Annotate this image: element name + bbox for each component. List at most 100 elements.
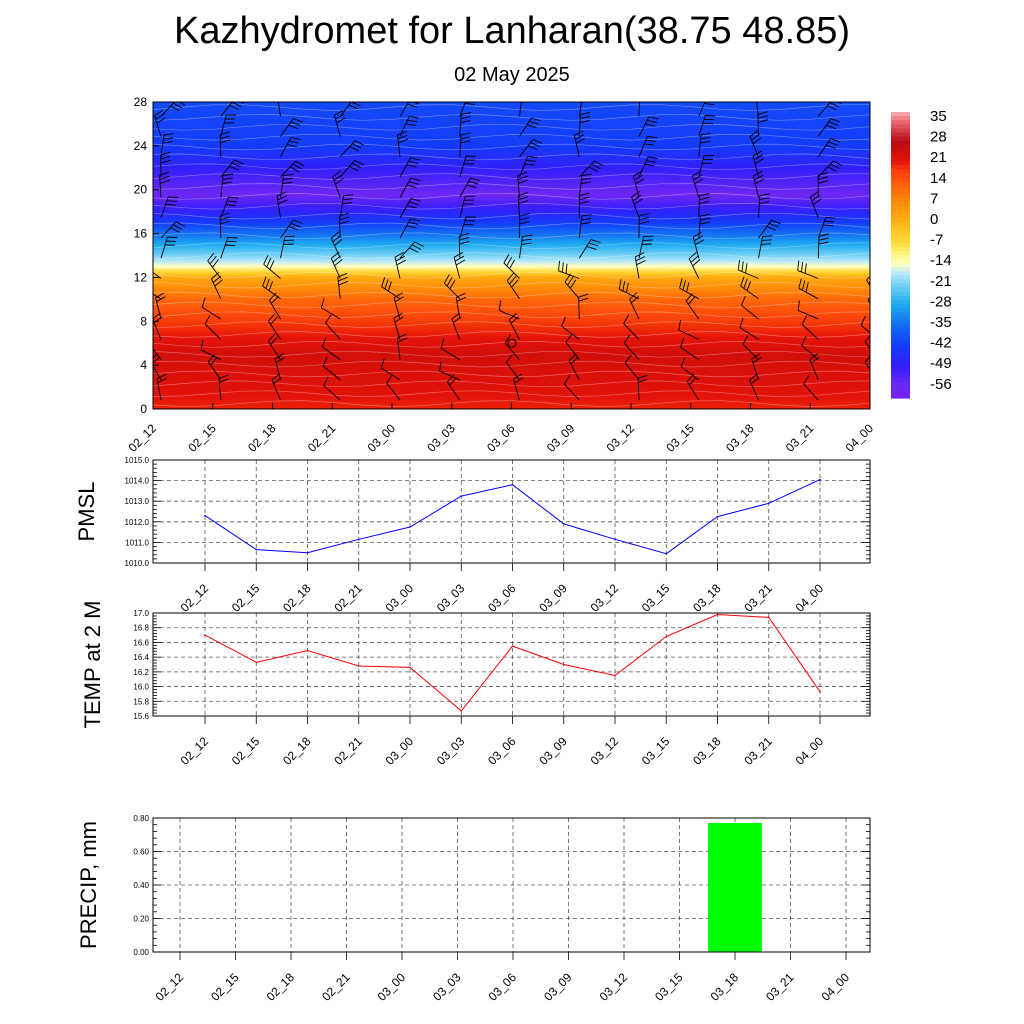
x-tick-label: 03_21 <box>763 970 797 1004</box>
wind-barb <box>280 160 305 178</box>
data-point <box>255 548 258 551</box>
colorbar-segment <box>891 238 910 244</box>
colorbar-segment <box>891 275 910 281</box>
wind-barb <box>386 374 401 401</box>
y-tick-label: 28 <box>134 95 148 109</box>
wind-barb <box>459 155 477 178</box>
y-tick-label: 15.6 <box>133 712 149 721</box>
wind-barb <box>561 316 580 340</box>
data-point <box>716 613 719 616</box>
contour-line <box>153 212 870 220</box>
wind-barb <box>338 212 350 239</box>
contour-line <box>153 232 870 240</box>
x-tick-label: 03_06 <box>485 734 519 768</box>
wind-barb <box>333 109 346 137</box>
wind-barb <box>207 252 222 279</box>
y-tick-label: 16.0 <box>133 683 149 692</box>
x-tick-label: 03_00 <box>383 734 417 768</box>
y-tick-label: 16 <box>134 227 148 241</box>
x-tick-label: 03_03 <box>430 970 464 1004</box>
wind-barb <box>680 337 700 361</box>
wind-barb <box>817 102 842 117</box>
data-point <box>819 478 821 481</box>
colorbar-label: -49 <box>930 355 952 372</box>
wind-barb <box>573 130 586 157</box>
colorbar-label: 0 <box>930 211 938 228</box>
wind-barb <box>564 273 580 300</box>
wind-barb <box>204 315 222 340</box>
temperature-wind-crosssection: 0 4 8 12 16 20 24 28 02_12 02_15 02_18 02_21 03_00 03… <box>126 95 888 455</box>
x-tick-label: 02_18 <box>280 734 314 768</box>
y-tick-label: 0.80 <box>133 814 149 823</box>
colorbar-segment <box>891 205 910 211</box>
wind-barb <box>578 160 604 178</box>
y-tick-label: 1011.0 <box>125 538 149 547</box>
x-tick-label: 03_03 <box>424 421 458 455</box>
colorbar-label: -42 <box>930 335 952 352</box>
colorbar-segment <box>891 132 910 138</box>
colorbar-segment <box>891 218 910 223</box>
data-point <box>306 649 309 652</box>
wind-barb <box>440 338 461 361</box>
wind-barb <box>321 337 341 361</box>
colorbar-segment <box>891 385 910 391</box>
wind-barb <box>692 231 705 259</box>
colorbar-segment <box>891 344 910 350</box>
y-axis-title: TEMP at 2 M <box>80 601 105 729</box>
colorbar-segment <box>891 201 910 207</box>
colorbar-segment <box>891 283 910 289</box>
wind-barb <box>277 102 281 117</box>
wind-barb <box>817 216 836 239</box>
data-point <box>716 515 719 518</box>
colorbar-segment <box>891 287 910 293</box>
wind-barb <box>632 170 645 198</box>
wind-barb <box>563 375 580 401</box>
wind-barb <box>817 172 828 198</box>
y-tick-label: 16.8 <box>133 624 149 633</box>
data-point <box>460 710 463 712</box>
colorbar-segment <box>891 291 910 297</box>
contour-line <box>153 222 870 230</box>
wind-barb <box>220 236 238 259</box>
wind-barb <box>322 356 341 381</box>
colorbar-segment <box>891 189 910 195</box>
wind-barb <box>797 260 819 279</box>
wind-barb <box>638 156 658 178</box>
wind-barb <box>201 297 222 320</box>
wind-barb <box>263 255 281 279</box>
panel-frame <box>152 612 871 717</box>
colorbar-label: 14 <box>930 170 947 187</box>
wind-barb <box>160 102 186 117</box>
wind-barb <box>618 279 640 300</box>
wind-barb <box>459 216 477 239</box>
colorbar-segment <box>891 156 910 162</box>
x-tick-label: 03_09 <box>544 421 578 455</box>
colorbar-segment <box>891 234 910 240</box>
colorbar-segment <box>891 348 910 354</box>
contour-line <box>153 242 870 249</box>
x-tick-label: 03_18 <box>708 970 742 1004</box>
wind-barb <box>801 336 819 361</box>
colorbar-segment <box>891 320 910 326</box>
wind-barb <box>739 317 759 340</box>
wind-barb <box>878 234 888 258</box>
contour-line <box>153 341 870 348</box>
colorbar-label: -56 <box>930 376 952 393</box>
x-tick-label: 04_00 <box>793 734 827 768</box>
wind-barb <box>280 136 301 158</box>
wind-barb <box>458 232 470 259</box>
x-tick-label: 03_06 <box>486 970 520 1004</box>
wind-barb <box>809 190 822 218</box>
data-point <box>460 495 463 497</box>
wind-barb <box>698 193 710 218</box>
contour-line <box>153 272 870 279</box>
wind-barb <box>519 117 541 137</box>
y-tick-label: 1015.0 <box>125 456 150 465</box>
wind-barb <box>453 251 466 279</box>
wind-barb <box>381 277 401 300</box>
wind-barb <box>638 235 654 259</box>
wind-barb <box>220 159 244 178</box>
x-tick-label: 03_18 <box>690 581 724 615</box>
wind-barb <box>801 315 819 340</box>
wind-barb <box>578 102 590 117</box>
